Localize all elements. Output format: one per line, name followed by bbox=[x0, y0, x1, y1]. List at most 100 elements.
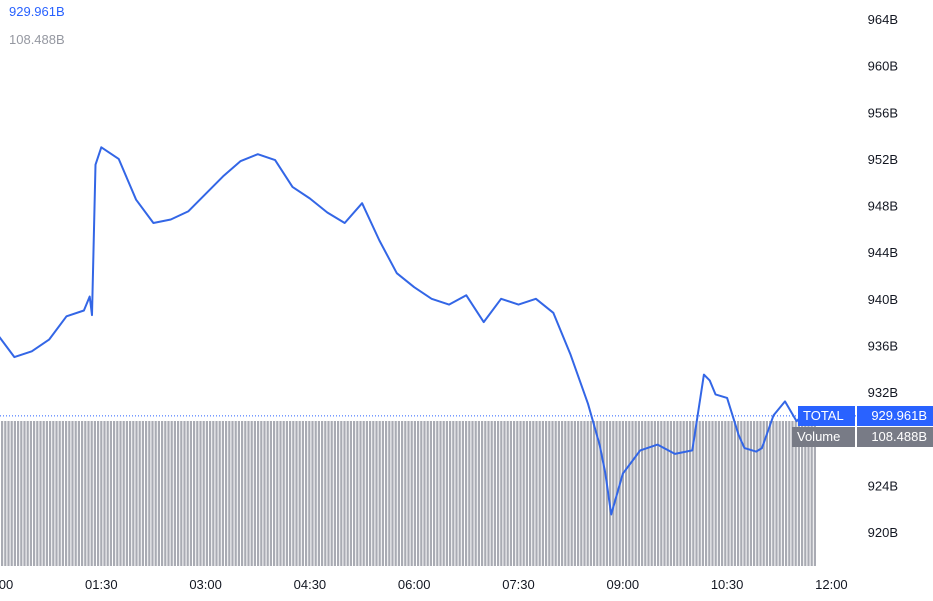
time-tick-label: 12:00 bbox=[815, 577, 848, 592]
volume-bar bbox=[375, 421, 378, 566]
volume-bar bbox=[381, 421, 384, 566]
price-tick-label: 952B bbox=[868, 152, 898, 167]
time-tick-label: 10:30 bbox=[711, 577, 744, 592]
volume-bar bbox=[346, 421, 349, 566]
volume-bar bbox=[769, 421, 772, 566]
volume-bar bbox=[145, 421, 148, 566]
volume-bar bbox=[583, 421, 586, 566]
price-tick-label: 948B bbox=[868, 199, 898, 214]
volume-bar bbox=[68, 421, 71, 566]
volume-bar bbox=[685, 421, 688, 566]
volume-bar bbox=[529, 421, 532, 566]
volume-bar bbox=[567, 421, 570, 566]
volume-bar bbox=[762, 421, 765, 566]
volume-bar bbox=[295, 421, 298, 566]
volume-bar bbox=[353, 421, 356, 566]
volume-bar bbox=[513, 421, 516, 566]
volume-bar bbox=[548, 421, 551, 566]
volume-bar bbox=[724, 421, 727, 566]
volume-bar bbox=[209, 421, 212, 566]
volume-bar bbox=[804, 421, 807, 566]
volume-bar bbox=[74, 421, 77, 566]
volume-bar bbox=[311, 421, 314, 566]
legend-total-value: 929.961B bbox=[9, 4, 65, 19]
volume-bar bbox=[641, 421, 644, 566]
volume-bar bbox=[359, 421, 362, 566]
volume-bar bbox=[273, 421, 276, 566]
volume-bar bbox=[525, 421, 528, 566]
volume-bar bbox=[183, 421, 186, 566]
volume-bar bbox=[705, 421, 708, 566]
volume-bar bbox=[161, 421, 164, 566]
volume-bar bbox=[605, 421, 608, 566]
volume-bar bbox=[164, 421, 167, 566]
volume-bar bbox=[100, 421, 103, 566]
volume-bar bbox=[484, 421, 487, 566]
volume-bar bbox=[378, 421, 381, 566]
volume-bar bbox=[244, 421, 247, 566]
volume-bar bbox=[813, 421, 816, 566]
volume-bar bbox=[167, 421, 170, 566]
volume-bar bbox=[330, 421, 333, 566]
volume-bar bbox=[791, 421, 794, 566]
volume-bar bbox=[77, 421, 80, 566]
volume-bar bbox=[279, 421, 282, 566]
volume-bar bbox=[317, 421, 320, 566]
volume-bar bbox=[785, 421, 788, 566]
legend-volume-value: 108.488B bbox=[9, 32, 65, 47]
volume-bar bbox=[689, 421, 692, 566]
volume-bar bbox=[225, 421, 228, 566]
volume-bar bbox=[391, 421, 394, 566]
volume-bar bbox=[93, 421, 96, 566]
volume-bar bbox=[423, 421, 426, 566]
time-tick-label: 06:00 bbox=[398, 577, 431, 592]
volume-bar bbox=[458, 421, 461, 566]
volume-bar bbox=[759, 421, 762, 566]
volume-bar bbox=[522, 421, 525, 566]
volume-bar bbox=[337, 421, 340, 566]
volume-bar bbox=[442, 421, 445, 566]
time-axis[interactable]: 00:00 01:30 03:00 04:30 06:00 07:30 09:00 10:30… bbox=[0, 577, 848, 592]
price-tick-label: 956B bbox=[868, 105, 898, 120]
volume-bar bbox=[429, 421, 432, 566]
volume-bar bbox=[788, 421, 791, 566]
price-axis[interactable]: 920B924B928B932B936B940B944B948B952B956B… bbox=[868, 12, 898, 540]
volume-bar bbox=[33, 421, 36, 566]
volume-bar bbox=[269, 421, 272, 566]
volume-bar bbox=[253, 421, 256, 566]
volume-bar bbox=[631, 421, 634, 566]
volume-bar bbox=[151, 421, 154, 566]
price-tick-label: 960B bbox=[868, 59, 898, 74]
volume-bar bbox=[500, 421, 503, 566]
volume-bar bbox=[42, 421, 45, 566]
volume-bar bbox=[781, 421, 784, 566]
volume-bar bbox=[503, 421, 506, 566]
volume-bar bbox=[202, 421, 205, 566]
volume-bar bbox=[180, 421, 183, 566]
volume-bar bbox=[477, 421, 480, 566]
volume-bar bbox=[343, 421, 346, 566]
volume-bar bbox=[740, 421, 743, 566]
volume-bar bbox=[564, 421, 567, 566]
volume-bar bbox=[650, 421, 653, 566]
volume-bar bbox=[177, 421, 180, 566]
volume-bar bbox=[212, 421, 215, 566]
volume-bar bbox=[653, 421, 656, 566]
volume-bar bbox=[573, 421, 576, 566]
volume-bar bbox=[324, 421, 327, 566]
volume-bar bbox=[55, 421, 58, 566]
volume-bar bbox=[10, 421, 13, 566]
volume-bar bbox=[388, 421, 391, 566]
volume-bar bbox=[679, 421, 682, 566]
volume-bar bbox=[557, 421, 560, 566]
volume-bar bbox=[20, 421, 23, 566]
volume-bar bbox=[577, 421, 580, 566]
volume-bar bbox=[673, 421, 676, 566]
volume-bar bbox=[129, 421, 132, 566]
volume-bar bbox=[285, 421, 288, 566]
volume-bar bbox=[308, 421, 311, 566]
volume-bar bbox=[506, 421, 509, 566]
volume-bar bbox=[138, 421, 141, 566]
volume-bar bbox=[436, 421, 439, 566]
